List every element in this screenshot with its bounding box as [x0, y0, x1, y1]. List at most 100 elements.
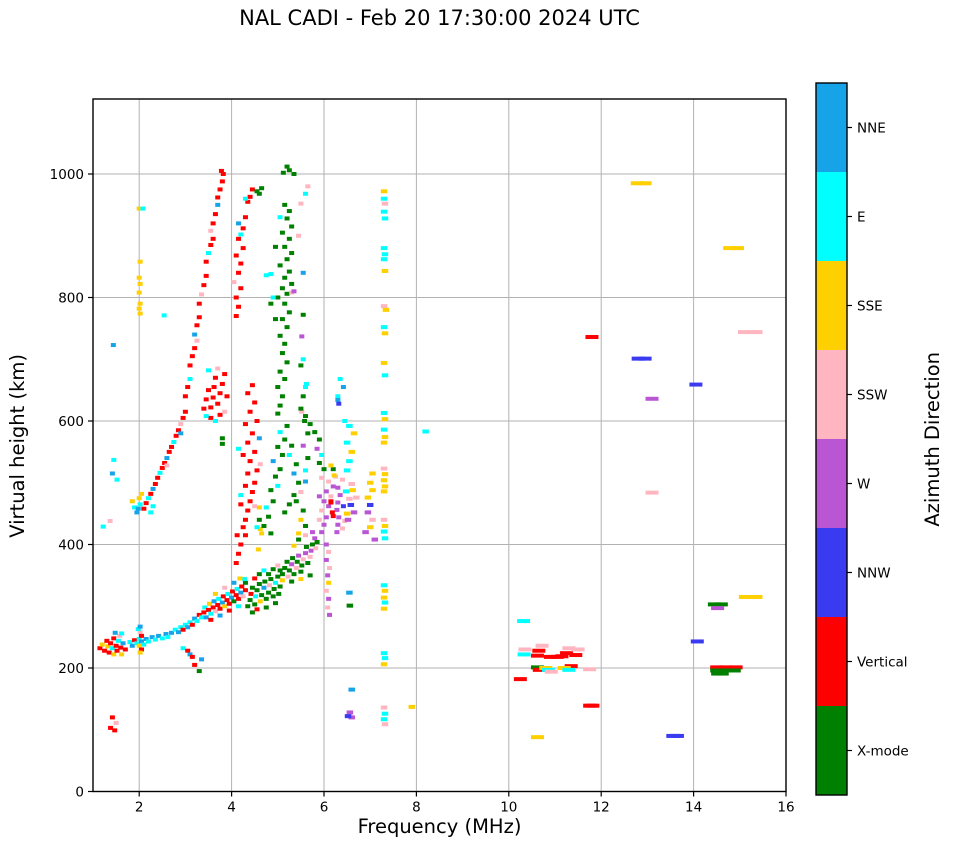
- data-point-NNE: [169, 630, 175, 635]
- data-point-SSE: [222, 604, 228, 609]
- data-point-E: [180, 646, 186, 651]
- data-point-Vertical: [234, 533, 240, 538]
- data-point-SSW: [339, 526, 345, 531]
- data-point-X-mode: [307, 422, 313, 427]
- data-point-SSE: [380, 606, 388, 611]
- data-point-Vertical: [185, 648, 191, 653]
- data-point-NNE: [156, 633, 162, 638]
- data-point-NNW: [347, 502, 355, 507]
- data-point-SSW: [319, 508, 325, 513]
- data-point-Vertical: [210, 236, 216, 241]
- data-point-NNE: [291, 471, 297, 476]
- data-point-Vertical: [569, 653, 583, 658]
- x-tick-label: 6: [320, 800, 329, 816]
- data-point-X-mode: [271, 586, 277, 591]
- data-point-E: [277, 215, 283, 220]
- data-point-X-mode: [282, 377, 288, 382]
- data-point-X-mode: [261, 523, 267, 528]
- data-point-SSE: [366, 525, 374, 530]
- data-point-SSW: [328, 494, 334, 499]
- data-point-E: [263, 273, 269, 278]
- data-point-E: [161, 313, 167, 318]
- data-point-W: [300, 443, 306, 448]
- data-point-NNE: [185, 625, 191, 630]
- data-point-W: [308, 548, 314, 553]
- data-point-E: [145, 639, 151, 644]
- data-point-E: [342, 489, 350, 494]
- data-point-E: [381, 656, 389, 661]
- data-point-Vertical: [108, 725, 114, 730]
- x-tick-label: 12: [593, 800, 610, 816]
- data-point-E: [202, 605, 208, 610]
- data-point-NNE: [348, 687, 355, 692]
- data-point-Vertical: [189, 622, 195, 627]
- data-point-SSW: [381, 201, 389, 206]
- data-point-E: [115, 638, 121, 643]
- data-point-SSW: [296, 233, 302, 238]
- data-point-NNW: [638, 356, 652, 361]
- data-point-X-mode: [270, 594, 276, 599]
- data-point-X-mode: [727, 668, 741, 673]
- data-point-W: [346, 710, 354, 715]
- data-point-Vertical: [201, 610, 207, 615]
- data-point-Vertical: [236, 236, 242, 241]
- data-point-SSW: [305, 184, 311, 189]
- data-point-NNE: [203, 615, 209, 620]
- data-point-NNE: [229, 595, 235, 600]
- data-point-SSE: [366, 480, 374, 485]
- data-point-X-mode: [314, 540, 320, 545]
- data-point-SSE: [257, 527, 263, 532]
- data-point-X-mode: [707, 602, 721, 607]
- data-point-W: [371, 537, 379, 542]
- data-point-SSW: [252, 504, 258, 509]
- data-point-Vertical: [192, 662, 198, 667]
- data-point-X-mode: [231, 599, 237, 604]
- data-point-Vertical: [109, 715, 115, 720]
- data-point-Vertical: [159, 465, 165, 470]
- data-point-X-mode: [289, 251, 295, 256]
- data-point-NNE: [215, 202, 221, 207]
- data-point-SSE: [136, 290, 142, 295]
- data-point-SSW: [326, 479, 332, 484]
- data-point-W: [309, 530, 315, 535]
- data-point-E: [206, 251, 211, 256]
- data-point-Vertical: [196, 315, 202, 320]
- data-point-NNE: [134, 510, 140, 515]
- data-point-SSE: [380, 478, 388, 483]
- data-point-Vertical: [215, 195, 221, 200]
- data-point-SSE: [298, 577, 304, 582]
- data-point-Vertical: [224, 394, 230, 399]
- data-point-E: [303, 381, 309, 386]
- data-point-E: [286, 452, 292, 457]
- data-point-E: [337, 377, 343, 382]
- data-point-E: [268, 272, 274, 277]
- data-point-NNE: [187, 652, 193, 657]
- data-point-SSE: [738, 594, 752, 599]
- data-point-SSW: [544, 669, 558, 674]
- data-point-Vertical: [212, 212, 218, 217]
- data-point-E: [140, 206, 146, 211]
- data-point-Vertical: [217, 412, 223, 417]
- data-point-Vertical: [189, 354, 195, 359]
- data-point-Vertical: [560, 651, 574, 656]
- data-point-X-mode: [268, 577, 274, 582]
- data-point-SSW: [208, 228, 214, 233]
- data-point-E: [381, 252, 389, 257]
- data-point-X-mode: [286, 568, 292, 573]
- data-point-Vertical: [233, 561, 239, 566]
- data-point-E: [171, 439, 177, 444]
- data-point-NNW: [344, 714, 352, 719]
- data-point-X-mode: [284, 216, 290, 221]
- data-point-W: [321, 522, 327, 527]
- data-point-NNE: [178, 431, 184, 436]
- data-point-SSE: [381, 588, 389, 593]
- data-point-X-mode: [284, 559, 290, 564]
- data-point-E: [380, 427, 388, 432]
- data-point-X-mode: [284, 257, 290, 262]
- data-point-SSE: [381, 417, 389, 422]
- data-point-SSE: [137, 301, 143, 306]
- data-point-E: [212, 419, 218, 423]
- data-point-W: [325, 573, 331, 578]
- data-point-SSE: [136, 306, 142, 311]
- data-point-SSW: [240, 594, 246, 599]
